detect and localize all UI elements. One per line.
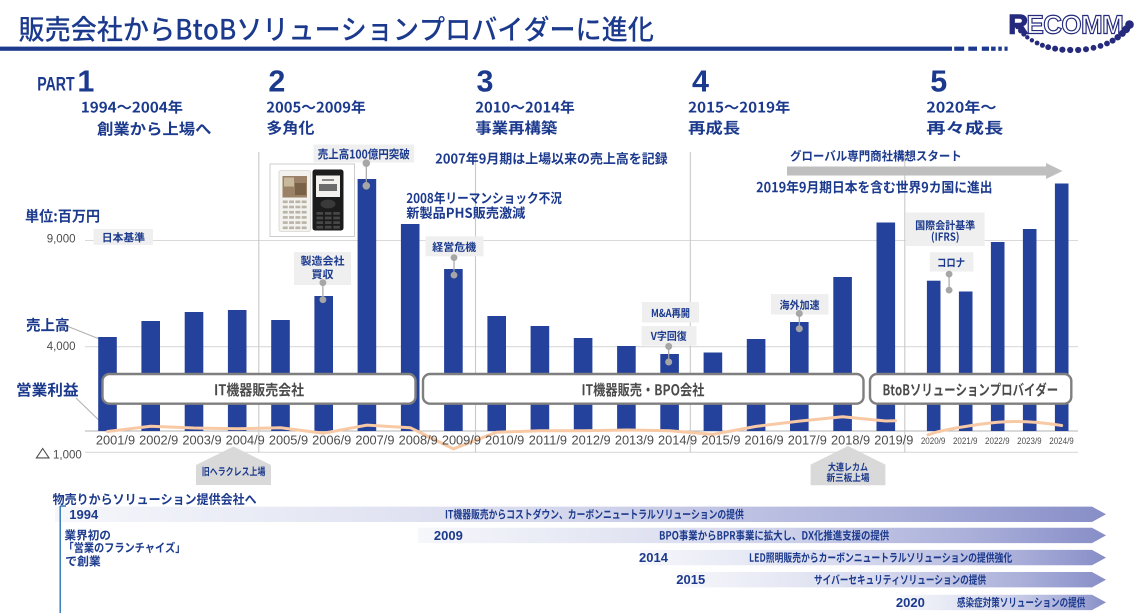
- svg-text:2023/9: 2023/9: [1017, 436, 1042, 446]
- svg-text:2014: 2014: [639, 550, 669, 565]
- svg-text:ECOMM: ECOMM: [1027, 10, 1124, 40]
- svg-text:2004/9: 2004/9: [226, 433, 265, 448]
- svg-text:2020: 2020: [896, 595, 925, 610]
- svg-text:2015: 2015: [676, 572, 705, 587]
- svg-text:2022/9: 2022/9: [985, 436, 1010, 446]
- svg-text:2012/9: 2012/9: [572, 433, 611, 448]
- svg-text:2010/9: 2010/9: [485, 433, 524, 448]
- svg-text:2017/9: 2017/9: [788, 433, 827, 448]
- svg-text:2009: 2009: [434, 528, 463, 543]
- svg-text:2: 2: [268, 65, 285, 99]
- svg-text:4,000: 4,000: [47, 341, 76, 353]
- svg-text:2006/9: 2006/9: [312, 433, 351, 448]
- svg-text:2019/9: 2019/9: [874, 433, 913, 448]
- svg-text:1994: 1994: [69, 507, 99, 522]
- svg-text:1: 1: [77, 65, 94, 99]
- svg-text:5: 5: [930, 65, 947, 99]
- svg-text:9,000: 9,000: [47, 233, 76, 245]
- svg-text:2001/9: 2001/9: [96, 433, 135, 448]
- svg-text:2021/9: 2021/9: [953, 436, 978, 446]
- svg-text:2002/9: 2002/9: [139, 433, 178, 448]
- svg-text:PART: PART: [37, 74, 75, 96]
- svg-text:2009/9: 2009/9: [442, 433, 481, 448]
- svg-text:2008/9: 2008/9: [399, 433, 438, 448]
- svg-text:3: 3: [477, 65, 494, 99]
- svg-text:2007/9: 2007/9: [355, 433, 394, 448]
- svg-text:2020/9: 2020/9: [921, 436, 946, 446]
- svg-text:2015/9: 2015/9: [701, 433, 740, 448]
- svg-text:2013/9: 2013/9: [615, 433, 654, 448]
- svg-text:1,000: 1,000: [53, 449, 82, 461]
- svg-text:2016/9: 2016/9: [745, 433, 784, 448]
- svg-text:2003/9: 2003/9: [182, 433, 221, 448]
- svg-text:2024/9: 2024/9: [1049, 436, 1074, 446]
- svg-text:2011/9: 2011/9: [529, 433, 567, 448]
- svg-text:4: 4: [692, 65, 709, 99]
- svg-text:2018/9: 2018/9: [831, 433, 870, 448]
- svg-text:2014/9: 2014/9: [658, 433, 697, 448]
- svg-text:2005/9: 2005/9: [269, 433, 308, 448]
